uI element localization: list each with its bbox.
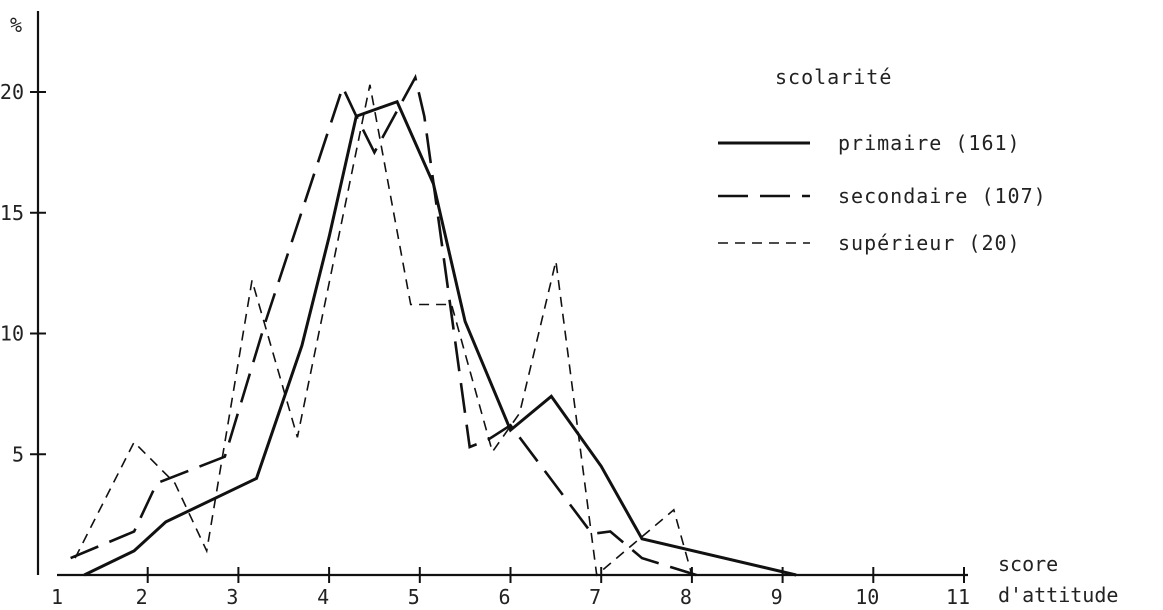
x-tick-label: 10 [855, 585, 879, 609]
axes: % 5 10 15 20 1 2 3 4 5 6 7 8 9 10 11 score d'attitude [0, 11, 1118, 609]
x-tick-label: 8 [680, 585, 692, 609]
x-axis-label-line1: score [998, 552, 1058, 576]
legend-label: secondaire (107) [838, 184, 1047, 208]
x-tick-label: 1 [51, 585, 63, 609]
y-axis-label: % [10, 13, 22, 37]
x-tick-label: 2 [136, 585, 148, 609]
x-tick-label: 3 [226, 585, 238, 609]
series-line-dashed [70, 73, 697, 577]
x-tick-label: 4 [317, 585, 329, 609]
legend-label: supérieur (20) [838, 231, 1021, 255]
x-axis-label-line2: d'attitude [998, 583, 1118, 607]
series-layer [70, 73, 797, 577]
y-tick-label: 20 [0, 80, 24, 104]
y-tick-label: 5 [12, 442, 24, 466]
x-tick-label: 7 [589, 585, 601, 609]
series-line-dotted [74, 84, 693, 577]
legend-label: primaire (161) [838, 131, 1021, 155]
series-line-solid [83, 99, 797, 577]
x-tick-label: 6 [498, 585, 510, 609]
legend-title: scolarité [775, 65, 892, 89]
x-tick-label: 5 [408, 585, 420, 609]
legend: scolarité primaire (161) secondaire (107)… [718, 65, 1047, 255]
y-tick-label: 10 [0, 322, 24, 346]
y-tick-label: 15 [0, 201, 24, 225]
x-tick-label: 11 [946, 585, 970, 609]
x-tick-label: 9 [771, 585, 783, 609]
